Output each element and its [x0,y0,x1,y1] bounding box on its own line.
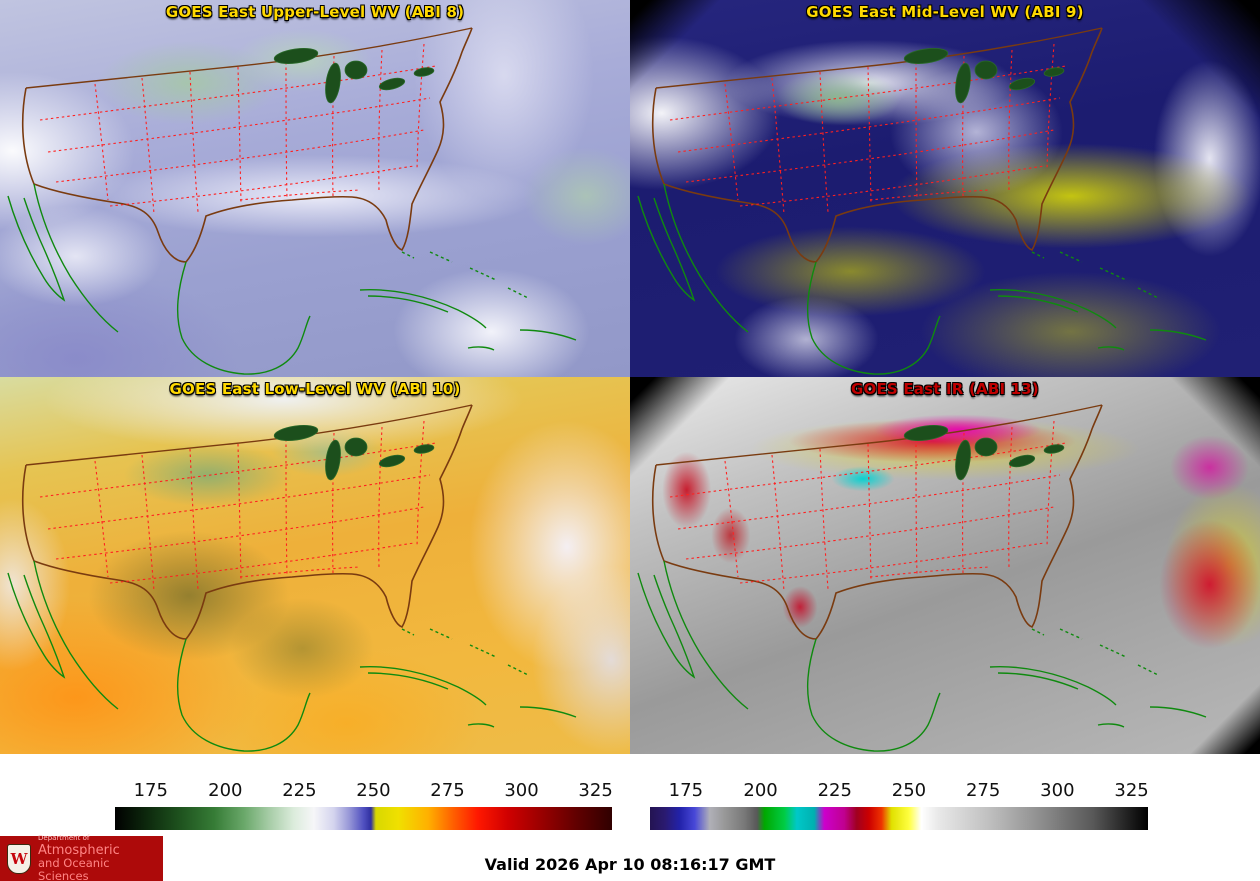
ir-colorbar-ticks: 175 200 225 250 275 300 325 [650,780,1149,804]
ir-colorbar-group: 175 200 225 250 275 300 325 [650,780,1149,830]
map-overlay-icon [7,27,577,375]
colorbar-tick: 325 [578,780,613,801]
valid-time-label: Valid 2026 Apr 10 08:16:17 GMT [484,855,776,874]
wv-colorbar-group: 175 200 225 250 275 300 325 [115,780,613,830]
panel-low-level-wv: GOES East Low-Level WV (ABI 10) [0,377,630,754]
colorbar-tick: 250 [356,780,391,801]
wv-colorbar-ticks: 175 200 225 250 275 300 325 [115,780,613,804]
panel-title-upper-wv: GOES East Upper-Level WV (ABI 8) [165,3,465,21]
panel-mid-level-wv: GOES East Mid-Level WV (ABI 9) [630,0,1260,377]
logo-name-line1: Atmospheric [38,842,120,858]
colorbar-tick: 325 [1114,780,1149,801]
footer: 175 200 225 250 275 300 325 175 200 225 … [0,754,1260,881]
colorbar-tick: 300 [1040,780,1075,801]
crest-letter: W [10,849,28,868]
uw-crest-icon: W [7,843,31,874]
panel-title-mid-wv: GOES East Mid-Level WV (ABI 9) [806,3,1084,21]
ir-colorbar [650,807,1148,830]
colorbar-tick: 175 [133,780,168,801]
colorbar-tick: 250 [891,780,927,801]
map-overlay-icon [637,404,1207,752]
logo-name-line2: and Oceanic Sciences [38,856,110,881]
map-overlay-icon [7,404,577,752]
panel-ir: GOES East IR (ABI 13) [630,377,1260,754]
colorbar-tick: 225 [282,780,317,801]
colorbar-tick: 300 [504,780,539,801]
colorbar-tick: 175 [668,780,704,801]
logo-department-line: Department of [38,834,90,843]
colorbar-tick: 200 [208,780,243,801]
map-overlay-icon [637,27,1207,375]
panel-title-low-wv: GOES East Low-Level WV (ABI 10) [169,380,461,398]
panel-upper-level-wv: GOES East Upper-Level WV (ABI 8) [0,0,630,377]
logo-text: Department of Atmospheric and Oceanic Sc… [38,835,163,881]
satellite-panel-grid: GOES East Upper-Level WV (ABI 8) GOES Ea… [0,0,1260,754]
uw-aos-logo: W Department of Atmospheric and Oceanic … [0,835,163,881]
wv-colorbar [115,807,612,830]
colorbar-tick: 225 [817,780,852,801]
panel-title-ir: GOES East IR (ABI 13) [850,380,1039,398]
colorbar-tick: 275 [430,780,465,801]
colorbar-tick: 200 [743,780,778,801]
colorbar-tick: 275 [965,780,1001,801]
